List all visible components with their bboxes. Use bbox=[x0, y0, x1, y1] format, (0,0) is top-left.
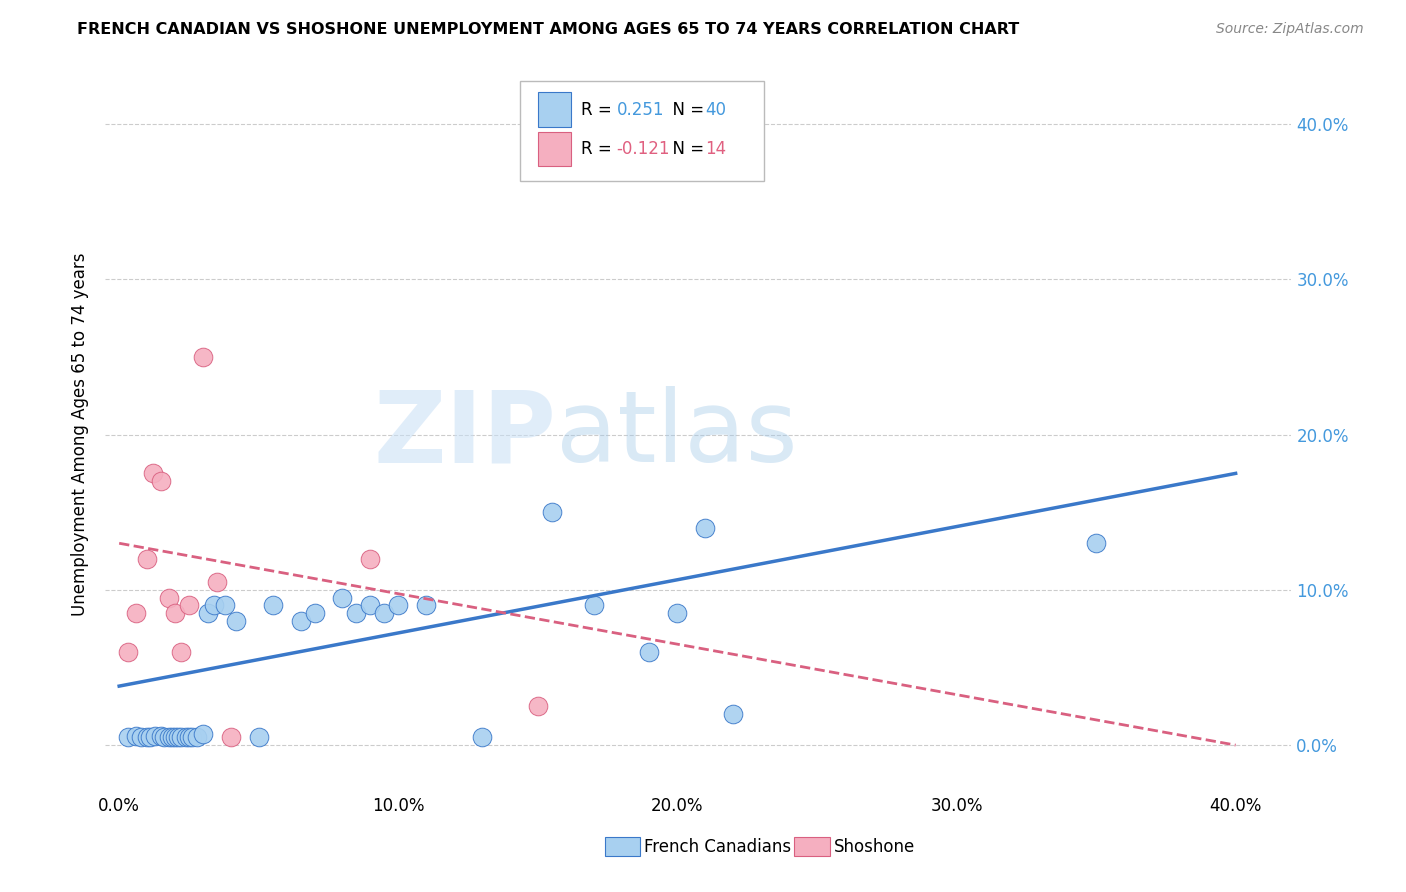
Text: ZIP: ZIP bbox=[373, 386, 555, 483]
Point bbox=[136, 551, 159, 566]
Y-axis label: Unemployment Among Ages 65 to 74 years: Unemployment Among Ages 65 to 74 years bbox=[72, 252, 89, 616]
Point bbox=[262, 599, 284, 613]
Point bbox=[415, 599, 437, 613]
Text: FRENCH CANADIAN VS SHOSHONE UNEMPLOYMENT AMONG AGES 65 TO 74 YEARS CORRELATION C: FRENCH CANADIAN VS SHOSHONE UNEMPLOYMENT… bbox=[77, 22, 1019, 37]
Bar bbox=[538, 93, 571, 127]
Point bbox=[166, 731, 188, 745]
Text: Shoshone: Shoshone bbox=[834, 838, 915, 855]
Point bbox=[582, 599, 605, 613]
Point bbox=[174, 731, 197, 745]
Point bbox=[177, 731, 200, 745]
Point bbox=[139, 731, 162, 745]
Point bbox=[157, 731, 180, 745]
Point bbox=[186, 731, 208, 745]
Point bbox=[191, 727, 214, 741]
Point bbox=[540, 505, 562, 519]
Bar bbox=[538, 132, 571, 166]
Point bbox=[344, 606, 367, 620]
Point bbox=[304, 606, 326, 620]
Text: R =: R = bbox=[581, 140, 617, 158]
Point bbox=[225, 614, 247, 628]
Point bbox=[638, 645, 661, 659]
Point bbox=[163, 731, 186, 745]
Point bbox=[373, 606, 395, 620]
Point bbox=[191, 350, 214, 364]
Point bbox=[332, 591, 354, 605]
Text: -0.121: -0.121 bbox=[616, 140, 671, 158]
Point bbox=[150, 729, 173, 743]
Point bbox=[169, 731, 191, 745]
Point bbox=[153, 731, 176, 745]
Text: French Canadians: French Canadians bbox=[644, 838, 792, 855]
Point bbox=[125, 729, 148, 743]
Point bbox=[471, 731, 494, 745]
Point bbox=[290, 614, 312, 628]
Text: N =: N = bbox=[662, 101, 709, 119]
Point bbox=[214, 599, 236, 613]
Text: 14: 14 bbox=[706, 140, 727, 158]
Point bbox=[1085, 536, 1108, 550]
Point bbox=[359, 599, 381, 613]
Point bbox=[150, 474, 173, 488]
Point bbox=[359, 551, 381, 566]
Point bbox=[157, 591, 180, 605]
Point bbox=[142, 467, 165, 481]
Point bbox=[177, 599, 200, 613]
Point bbox=[219, 731, 242, 745]
Point bbox=[131, 731, 153, 745]
Point bbox=[666, 606, 689, 620]
Point bbox=[117, 731, 139, 745]
Point bbox=[163, 606, 186, 620]
Point bbox=[160, 731, 183, 745]
Point bbox=[721, 707, 744, 722]
Point bbox=[202, 599, 225, 613]
Point bbox=[169, 645, 191, 659]
Text: R =: R = bbox=[581, 101, 617, 119]
Point bbox=[145, 729, 167, 743]
Text: N =: N = bbox=[662, 140, 709, 158]
Text: Source: ZipAtlas.com: Source: ZipAtlas.com bbox=[1216, 22, 1364, 37]
Point bbox=[387, 599, 409, 613]
Point bbox=[197, 606, 219, 620]
Text: 40: 40 bbox=[706, 101, 727, 119]
Point bbox=[247, 731, 270, 745]
Point bbox=[125, 606, 148, 620]
Point bbox=[136, 731, 159, 745]
Point bbox=[527, 699, 550, 714]
Text: atlas: atlas bbox=[555, 386, 797, 483]
Point bbox=[205, 575, 228, 590]
Point bbox=[180, 731, 202, 745]
Point bbox=[117, 645, 139, 659]
Text: 0.251: 0.251 bbox=[616, 101, 664, 119]
FancyBboxPatch shape bbox=[520, 81, 763, 181]
Point bbox=[695, 521, 717, 535]
